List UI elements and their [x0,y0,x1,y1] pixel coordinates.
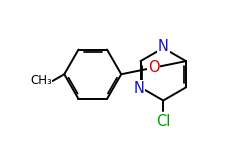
Text: N: N [158,39,169,54]
Text: CH₃: CH₃ [30,75,52,87]
Text: O: O [148,60,160,75]
Text: Cl: Cl [156,114,170,129]
Text: N: N [134,81,144,96]
